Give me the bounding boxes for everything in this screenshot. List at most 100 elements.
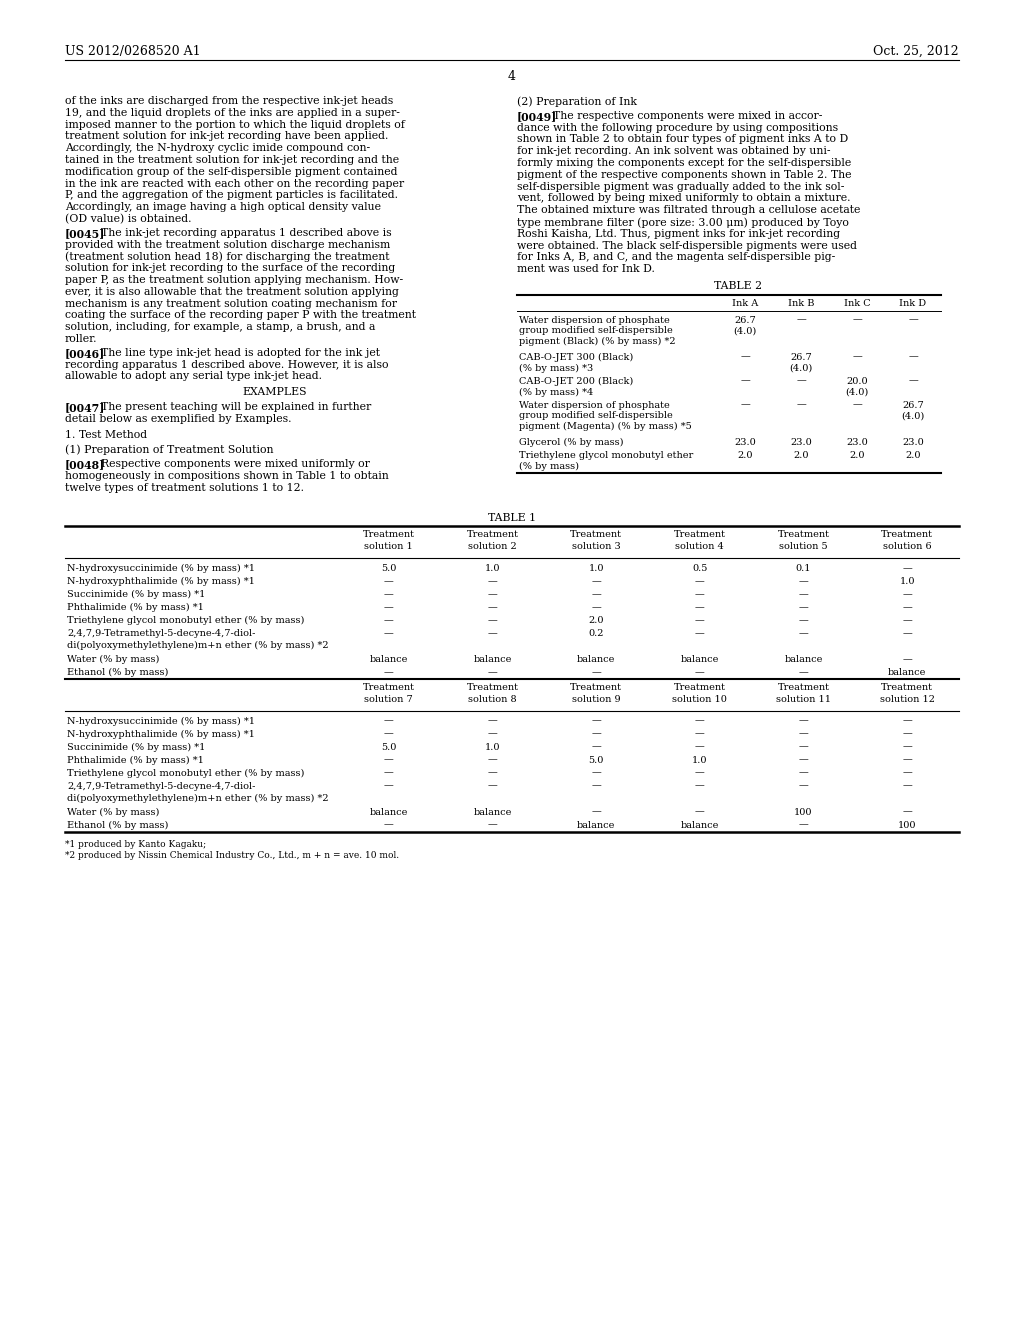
Text: —: —: [695, 743, 705, 751]
Text: (4.0): (4.0): [846, 387, 868, 396]
Text: shown in Table 2 to obtain four types of pigment inks A to D: shown in Table 2 to obtain four types of…: [517, 135, 848, 144]
Text: balance: balance: [473, 655, 512, 664]
Text: 19, and the liquid droplets of the inks are applied in a super-: 19, and the liquid droplets of the inks …: [65, 108, 400, 117]
Text: N-hydroxysuccinimide (% by mass) *1: N-hydroxysuccinimide (% by mass) *1: [67, 717, 255, 726]
Text: self-dispersible pigment was gradually added to the ink sol-: self-dispersible pigment was gradually a…: [517, 182, 845, 191]
Text: solution 4: solution 4: [676, 543, 724, 552]
Text: for ink-jet recording. An ink solvent was obtained by uni-: for ink-jet recording. An ink solvent wa…: [517, 147, 830, 156]
Text: balance: balance: [681, 655, 719, 664]
Text: —: —: [902, 768, 912, 777]
Text: Treatment: Treatment: [570, 682, 623, 692]
Text: Glycerol (% by mass): Glycerol (% by mass): [519, 438, 624, 446]
Text: pigment of the respective components shown in Table 2. The: pigment of the respective components sho…: [517, 170, 852, 180]
Text: (% by mass) *3: (% by mass) *3: [519, 363, 593, 372]
Text: solution 10: solution 10: [673, 694, 727, 704]
Text: —: —: [799, 603, 808, 612]
Text: —: —: [487, 616, 498, 624]
Text: [0045]: [0045]: [65, 228, 105, 239]
Text: allowable to adopt any serial type ink-jet head.: allowable to adopt any serial type ink-j…: [65, 371, 322, 381]
Text: —: —: [487, 781, 498, 791]
Text: —: —: [695, 717, 705, 726]
Text: roller.: roller.: [65, 334, 97, 345]
Text: Treatment: Treatment: [362, 531, 415, 540]
Text: 2,4,7,9-Tetramethyl-5-decyne-4,7-diol-: 2,4,7,9-Tetramethyl-5-decyne-4,7-diol-: [67, 630, 255, 638]
Text: imposed manner to the portion to which the liquid droplets of: imposed manner to the portion to which t…: [65, 120, 404, 129]
Text: ment was used for Ink D.: ment was used for Ink D.: [517, 264, 655, 275]
Text: The present teaching will be explained in further: The present teaching will be explained i…: [100, 403, 371, 412]
Text: Respective components were mixed uniformly or: Respective components were mixed uniform…: [100, 459, 370, 469]
Text: —: —: [796, 376, 806, 385]
Text: 26.7: 26.7: [902, 400, 924, 409]
Text: The line type ink-jet head is adopted for the ink jet: The line type ink-jet head is adopted fo…: [100, 347, 380, 358]
Text: (4.0): (4.0): [733, 326, 757, 335]
Text: —: —: [902, 603, 912, 612]
Text: N-hydroxyphthalimide (% by mass) *1: N-hydroxyphthalimide (% by mass) *1: [67, 730, 255, 739]
Text: —: —: [740, 400, 750, 409]
Text: N-hydroxysuccinimide (% by mass) *1: N-hydroxysuccinimide (% by mass) *1: [67, 564, 255, 573]
Text: —: —: [487, 730, 498, 739]
Text: Ethanol (% by mass): Ethanol (% by mass): [67, 821, 168, 830]
Text: —: —: [591, 768, 601, 777]
Text: tained in the treatment solution for ink-jet recording and the: tained in the treatment solution for ink…: [65, 154, 399, 165]
Text: —: —: [796, 315, 806, 325]
Text: —: —: [591, 808, 601, 817]
Text: —: —: [695, 577, 705, 586]
Text: —: —: [695, 730, 705, 739]
Text: (4.0): (4.0): [901, 412, 925, 420]
Text: —: —: [796, 400, 806, 409]
Text: CAB-O-JET 300 (Black): CAB-O-JET 300 (Black): [519, 352, 633, 362]
Text: —: —: [695, 616, 705, 624]
Text: —: —: [902, 655, 912, 664]
Text: pigment (Black) (% by mass) *2: pigment (Black) (% by mass) *2: [519, 337, 676, 346]
Text: (1) Preparation of Treatment Solution: (1) Preparation of Treatment Solution: [65, 445, 273, 455]
Text: 5.0: 5.0: [381, 564, 396, 573]
Text: group modified self-dispersible: group modified self-dispersible: [519, 412, 673, 420]
Text: —: —: [852, 400, 862, 409]
Text: 100: 100: [795, 808, 813, 817]
Text: —: —: [591, 781, 601, 791]
Text: —: —: [384, 730, 393, 739]
Text: Treatment: Treatment: [570, 531, 623, 540]
Text: balance: balance: [370, 808, 408, 817]
Text: solution 3: solution 3: [571, 543, 621, 552]
Text: —: —: [902, 630, 912, 638]
Text: 2.0: 2.0: [849, 450, 864, 459]
Text: —: —: [852, 352, 862, 362]
Text: Treatment: Treatment: [777, 682, 829, 692]
Text: —: —: [487, 630, 498, 638]
Text: —: —: [902, 743, 912, 751]
Text: Ethanol (% by mass): Ethanol (% by mass): [67, 668, 168, 677]
Text: —: —: [799, 755, 808, 764]
Text: —: —: [799, 668, 808, 677]
Text: 2.0: 2.0: [905, 450, 921, 459]
Text: coating the surface of the recording paper P with the treatment: coating the surface of the recording pap…: [65, 310, 416, 321]
Text: —: —: [799, 590, 808, 599]
Text: —: —: [695, 590, 705, 599]
Text: The ink-jet recording apparatus 1 described above is: The ink-jet recording apparatus 1 descri…: [100, 228, 391, 238]
Text: —: —: [487, 755, 498, 764]
Text: Phthalimide (% by mass) *1: Phthalimide (% by mass) *1: [67, 755, 204, 764]
Text: Triethylene glycol monobutyl ether: Triethylene glycol monobutyl ether: [519, 450, 693, 459]
Text: —: —: [852, 315, 862, 325]
Text: —: —: [908, 315, 918, 325]
Text: Succinimide (% by mass) *1: Succinimide (% by mass) *1: [67, 590, 206, 599]
Text: —: —: [902, 616, 912, 624]
Text: Oct. 25, 2012: Oct. 25, 2012: [873, 45, 959, 58]
Text: —: —: [384, 616, 393, 624]
Text: —: —: [591, 743, 601, 751]
Text: —: —: [487, 717, 498, 726]
Text: 23.0: 23.0: [846, 438, 868, 446]
Text: Accordingly, an image having a high optical density value: Accordingly, an image having a high opti…: [65, 202, 381, 213]
Text: 5.0: 5.0: [589, 755, 604, 764]
Text: homogeneously in compositions shown in Table 1 to obtain: homogeneously in compositions shown in T…: [65, 471, 389, 480]
Text: —: —: [740, 352, 750, 362]
Text: —: —: [799, 768, 808, 777]
Text: —: —: [384, 668, 393, 677]
Text: —: —: [799, 717, 808, 726]
Text: Treatment: Treatment: [467, 531, 518, 540]
Text: —: —: [908, 352, 918, 362]
Text: type membrane filter (pore size: 3.00 μm) produced by Toyo: type membrane filter (pore size: 3.00 μm…: [517, 216, 849, 227]
Text: —: —: [591, 730, 601, 739]
Text: group modified self-dispersible: group modified self-dispersible: [519, 326, 673, 335]
Text: balance: balance: [577, 655, 615, 664]
